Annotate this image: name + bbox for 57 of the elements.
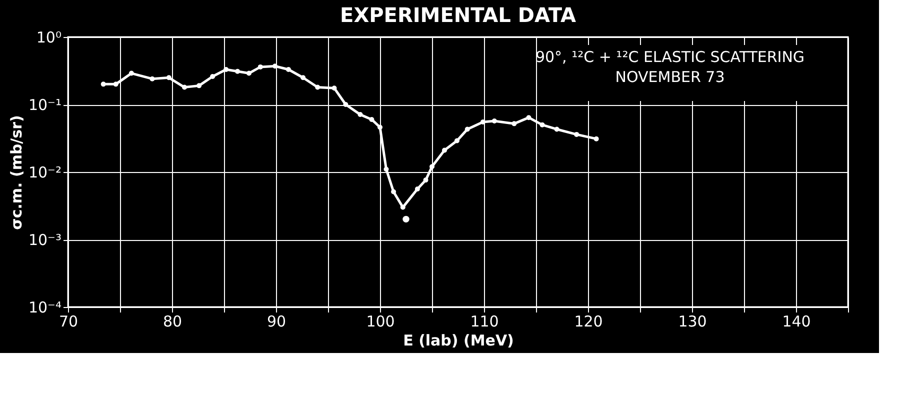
point (540, 122, 545, 128)
y-tick-label: 10⁻⁴ (28, 298, 62, 316)
y-tick-label: 10⁻³ (28, 231, 62, 249)
point (414, 186, 420, 192)
y-tick-label: 10⁻¹ (28, 96, 62, 114)
point (384, 166, 389, 172)
y-axis-title: σc.m. (mb/sr) (7, 115, 26, 230)
point (391, 189, 396, 194)
point (492, 118, 497, 124)
point (454, 138, 460, 144)
point (442, 148, 447, 153)
point (402, 216, 410, 223)
point (113, 82, 118, 87)
y-tick-label: 10⁻² (28, 164, 62, 182)
point (300, 75, 306, 80)
point (343, 102, 348, 107)
annotation: NOVEMBER 73 (615, 68, 725, 86)
annotation: 90°, ¹²C + ¹²C ELASTIC SCATTERING (535, 48, 805, 66)
x-tick-label: 70 (58, 312, 78, 330)
point (210, 74, 216, 79)
x-tick-label: 130 (678, 312, 707, 330)
point (423, 178, 428, 183)
chart-title: EXPERIMENTAL DATA (340, 3, 576, 27)
point (315, 84, 320, 90)
x-axis-title: E (lab) (MeV) (403, 332, 514, 350)
point (400, 204, 406, 210)
point (235, 68, 240, 74)
x-tick-label: 140 (782, 312, 811, 330)
x-tick-label: 80 (162, 312, 182, 330)
point (286, 67, 291, 72)
point (166, 75, 172, 80)
point (526, 115, 532, 120)
x-tick-label: 90 (266, 312, 286, 330)
point (554, 126, 560, 132)
point (378, 124, 382, 130)
point (246, 70, 252, 76)
point (272, 64, 278, 69)
point (100, 82, 106, 87)
point (430, 164, 434, 170)
point (369, 116, 374, 122)
point (332, 86, 337, 91)
point (150, 76, 155, 82)
point (358, 112, 363, 118)
x-tick-label: 100 (366, 312, 395, 330)
point (196, 83, 202, 88)
point (594, 136, 599, 142)
point (464, 126, 470, 132)
point (128, 70, 134, 76)
point (182, 84, 187, 90)
point (224, 67, 229, 72)
x-tick-label: 110 (470, 312, 499, 330)
point (574, 132, 580, 137)
x-tick-label: 120 (574, 312, 603, 330)
y-tick-label: 10⁰ (36, 28, 62, 46)
point (512, 121, 517, 126)
point (480, 120, 486, 125)
point (258, 64, 263, 70)
